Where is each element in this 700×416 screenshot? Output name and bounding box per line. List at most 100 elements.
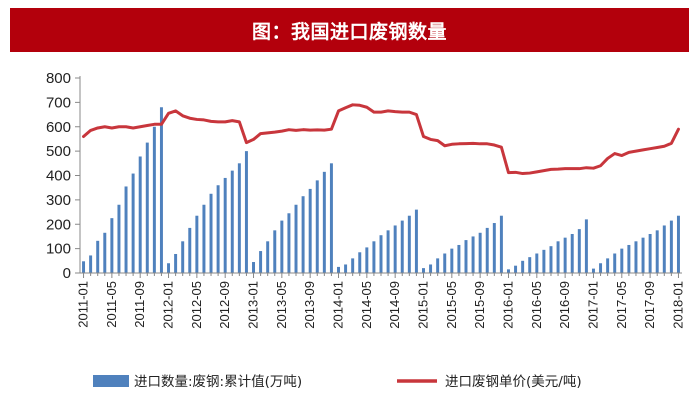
bar-80 [648,234,652,273]
bar-12 [167,263,171,273]
bar-51 [443,253,447,273]
legend-label-scrap-price: 进口废钢单价(美元/吨) [445,374,582,390]
x-tick-label-16: 2016-05 [529,281,544,329]
bar-14 [181,241,185,273]
bar-series-import-volume [82,107,680,273]
bar-42 [379,235,383,273]
legend-label-import-volume: 进口数量:废钢:累计值(万吨) [134,374,302,390]
bar-50 [436,258,440,273]
x-tick-label-8: 2013-09 [302,281,317,329]
x-tick-label-17: 2016-09 [557,281,572,329]
bar-43 [386,230,390,273]
bar-24 [252,262,256,273]
bar-33 [315,180,319,273]
bar-71 [584,219,588,273]
bar-3 [103,232,107,273]
bar-55 [471,236,475,273]
bar-69 [570,234,574,273]
bar-49 [429,264,433,273]
chart-legend: 进口数量:废钢:累计值(万吨) 进口废钢单价(美元/吨) [93,374,582,390]
bar-26 [266,241,270,273]
bar-36 [337,266,340,273]
bar-16 [195,215,199,273]
bar-2 [96,240,100,273]
bar-23 [244,151,248,273]
bar-59 [499,215,503,273]
bar-63 [528,257,532,273]
bar-17 [202,204,206,273]
bar-32 [308,188,312,273]
bar-40 [365,247,369,273]
bar-20 [223,177,227,273]
bar-72 [591,268,595,273]
bar-52 [450,248,454,273]
x-tick-label-2: 2011-09 [132,281,147,328]
bar-56 [478,232,482,273]
y-tick-label-3: 300 [46,192,71,209]
bar-65 [542,249,546,273]
bar-62 [521,260,525,273]
bar-45 [400,220,404,273]
legend-swatch-import-volume [93,375,129,387]
y-tick-label-1: 100 [46,241,71,258]
y-tick-label-7: 700 [46,94,71,111]
bar-38 [351,258,355,273]
bar-46 [407,215,411,273]
bar-77 [627,244,631,273]
bar-35 [329,163,333,273]
y-tick-label-0: 0 [63,265,71,282]
bar-67 [556,241,560,273]
bar-48 [422,268,425,273]
y-tick-label-6: 600 [46,119,71,136]
bar-8 [138,156,142,273]
x-tick-label-12: 2015-01 [415,281,430,329]
x-tick-label-15: 2016-01 [500,281,515,329]
x-tick-label-13: 2015-05 [444,281,459,329]
x-tick-label-7: 2013-05 [274,281,289,329]
bar-10 [152,126,156,273]
bar-25 [259,251,263,273]
bar-22 [237,163,241,273]
bar-11 [159,107,163,273]
x-tick-label-6: 2013-01 [246,281,261,329]
x-tick-label-5: 2012-09 [217,281,232,329]
bar-13 [174,253,178,273]
bar-58 [492,223,496,273]
x-tick-label-1: 2011-05 [104,281,119,328]
bar-84 [676,215,680,273]
bar-82 [662,225,666,273]
bar-6 [124,186,128,273]
bar-79 [641,237,645,273]
line-series-scrap-price [82,103,680,176]
bar-5 [117,204,121,273]
x-tick-label-18: 2017-01 [585,281,600,329]
y-tick-label-5: 500 [46,143,71,160]
x-tick-label-0: 2011-01 [76,281,91,328]
bar-28 [280,220,284,273]
x-tick-label-21: 2018-01 [670,281,685,329]
y-tick-label-2: 200 [46,216,71,233]
bar-0 [82,261,86,273]
bar-29 [287,213,291,273]
bar-37 [344,264,348,273]
x-tick-label-19: 2017-05 [614,281,629,329]
bar-9 [145,142,149,273]
bar-75 [613,253,617,273]
x-tick-label-3: 2012-01 [161,281,176,329]
bar-68 [563,237,567,273]
bar-34 [322,171,326,273]
bar-18 [209,193,213,273]
x-tick-label-9: 2014-01 [331,281,346,329]
chart-title: 图：我国进口废钢数量 [251,20,447,43]
x-axis-ticks: 2011-01 2011-05 2011-09 2012-01 2012-05 2012-… [76,273,685,329]
bar-39 [358,252,362,273]
bar-19 [216,185,220,273]
bar-21 [230,170,234,273]
bar-78 [634,241,638,273]
bar-81 [655,230,659,273]
bar-15 [188,227,192,273]
y-axis-ticks: 0 100 200 300 400 500 600 700 800 [46,70,80,282]
bar-64 [535,253,539,273]
x-tick-label-10: 2014-05 [359,281,374,329]
